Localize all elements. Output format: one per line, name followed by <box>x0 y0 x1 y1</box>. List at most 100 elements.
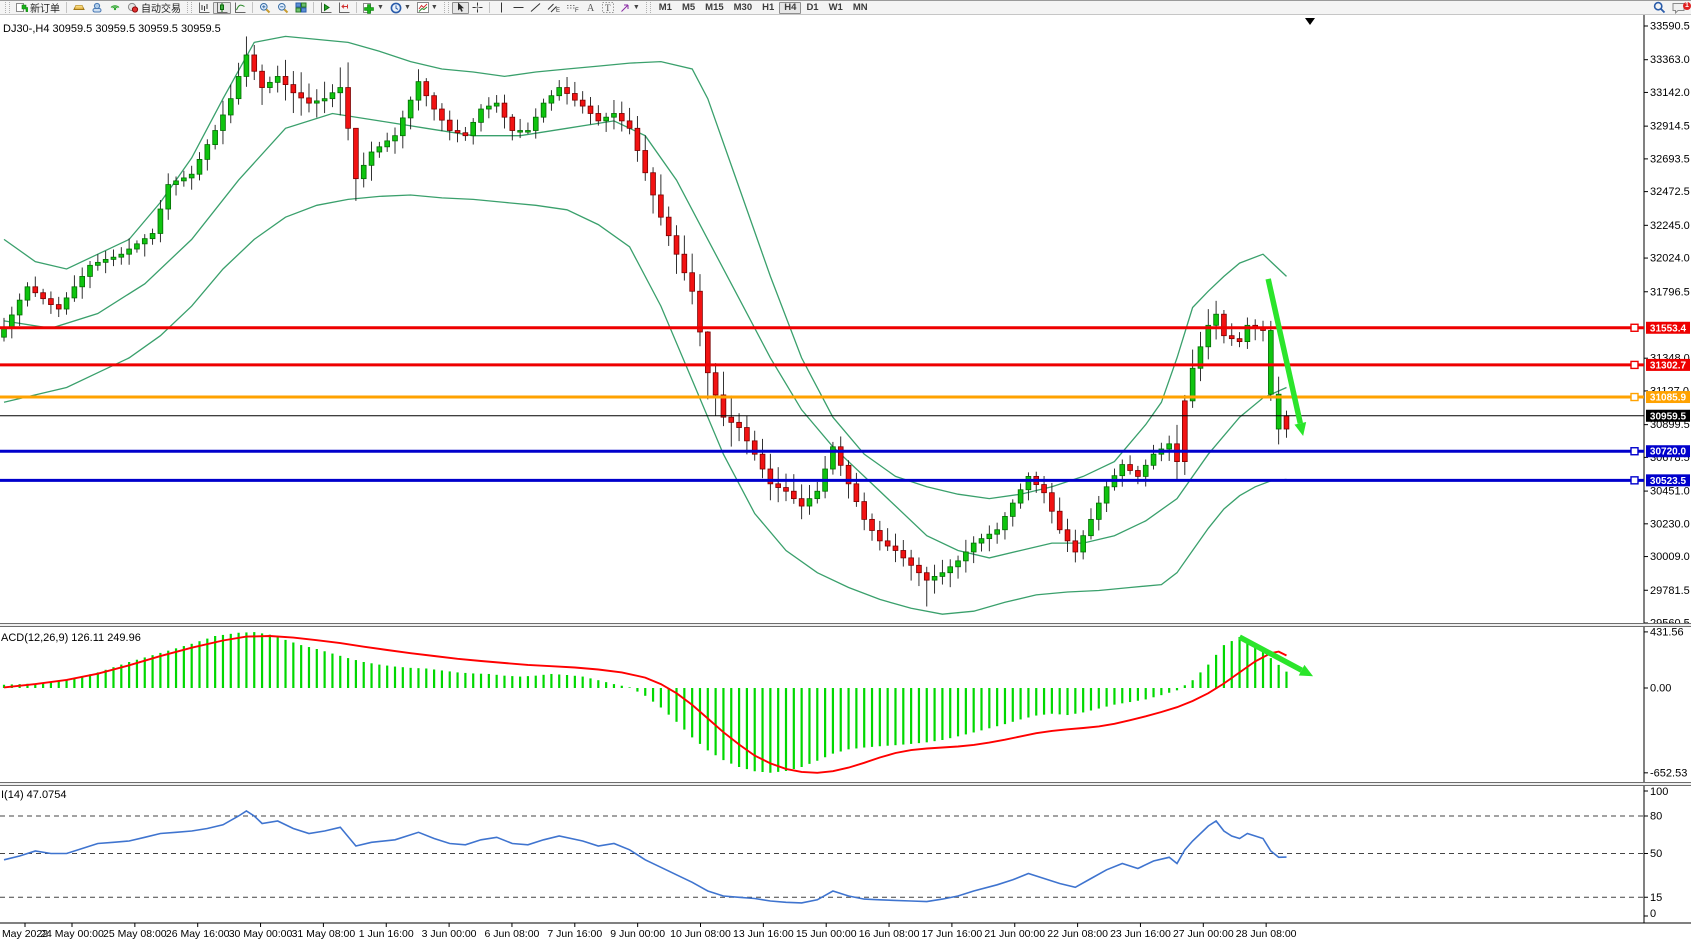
text-button[interactable]: A <box>582 2 599 14</box>
crosshair-button[interactable] <box>469 2 486 14</box>
date-label: 31 May 08:00 <box>292 928 356 940</box>
community-icon <box>91 2 103 13</box>
toolbar-grip[interactable] <box>187 2 192 13</box>
date-label: May 2022 <box>2 928 48 940</box>
chart-shift-marker[interactable] <box>1305 18 1315 25</box>
line-chart-icon <box>234 2 246 13</box>
svg-text:31553.4: 31553.4 <box>1650 323 1687 334</box>
cursor-button[interactable] <box>451 1 469 14</box>
date-label: 1 Jun 16:00 <box>359 928 414 940</box>
auto-scroll-button[interactable] <box>317 2 335 14</box>
gold-icon <box>73 2 85 13</box>
date-label: 9 Jun 00:00 <box>610 928 665 940</box>
templates-button[interactable]: ▼ <box>414 2 441 14</box>
fibonacci-button[interactable]: F <box>563 2 582 14</box>
date-label: 13 Jun 16:00 <box>733 928 794 940</box>
gold-button[interactable] <box>70 2 88 14</box>
date-label: 15 Jun 00:00 <box>796 928 857 940</box>
text-label-button[interactable]: T <box>599 2 617 14</box>
zoom-in-button[interactable] <box>256 2 274 14</box>
toolbar-grip[interactable] <box>5 2 10 13</box>
toolbar-grip[interactable] <box>645 2 651 13</box>
indicators-button[interactable]: ▼ <box>360 2 387 14</box>
tf-button-M5[interactable]: M5 <box>677 2 700 14</box>
zoom-out-button[interactable] <box>274 2 292 14</box>
chart-shift-icon <box>338 2 350 13</box>
search-icon <box>1653 1 1666 14</box>
signal-button[interactable] <box>106 2 124 14</box>
tf-button-W1[interactable]: W1 <box>824 2 848 14</box>
toolbar-separator <box>488 2 490 13</box>
vertical-line-button[interactable] <box>493 2 510 14</box>
autotrading-button[interactable]: 自动交易 <box>124 2 184 15</box>
new-order-button[interactable]: 新订单 <box>13 2 63 15</box>
svg-text:31302.7: 31302.7 <box>1650 360 1687 371</box>
toolbar-separator <box>313 2 314 13</box>
bar-chart-button[interactable] <box>195 2 213 14</box>
svg-text:431.56: 431.56 <box>1650 626 1684 638</box>
svg-text:33590.5: 33590.5 <box>1650 21 1690 33</box>
svg-text:A: A <box>587 3 595 13</box>
svg-text:31085.9: 31085.9 <box>1650 393 1687 404</box>
community-button[interactable] <box>88 2 106 14</box>
text-label-icon: T <box>601 2 614 13</box>
chart-canvas[interactable]: 33590.5 33363.0 33142.0 32914.5 32693.5 32472… <box>0 15 1691 942</box>
annotations: DJ30-,H4 30959.5 30959.5 30959.5 30959.5… <box>0 18 1691 801</box>
tf-button-M15[interactable]: M15 <box>700 2 728 14</box>
svg-text:15: 15 <box>1650 892 1662 904</box>
svg-text:80: 80 <box>1650 811 1662 823</box>
date-label: 25 May 08:00 <box>103 928 167 940</box>
chart-area[interactable]: 33590.5 33363.0 33142.0 32914.5 32693.5 32472… <box>0 15 1691 942</box>
chart-shift-button[interactable] <box>335 2 353 14</box>
svg-text:32024.0: 32024.0 <box>1650 253 1690 265</box>
bar-chart-icon <box>198 2 210 13</box>
tf-button-M1[interactable]: M1 <box>654 2 677 14</box>
horizontal-line-button[interactable] <box>510 2 527 14</box>
chart-background <box>0 15 1691 942</box>
date-label: 17 Jun 16:00 <box>922 928 983 940</box>
svg-text:30230.0: 30230.0 <box>1650 518 1690 530</box>
svg-text:T: T <box>605 3 611 13</box>
candlestick-chart-button[interactable] <box>213 1 231 14</box>
periods-dropdown-caret: ▼ <box>403 4 411 11</box>
trendline-icon <box>530 2 541 13</box>
date-label: 10 Jun 08:00 <box>670 928 731 940</box>
candlestick-chart-icon <box>216 2 228 13</box>
panel-separator[interactable] <box>0 623 1691 627</box>
fibonacci-icon: F <box>566 2 579 13</box>
notifications-button[interactable]: 1 <box>1669 1 1691 14</box>
horizontal-line-icon <box>513 2 524 13</box>
svg-text:30959.5: 30959.5 <box>1650 411 1687 422</box>
chart-title: DJ30-,H4 30959.5 30959.5 30959.5 30959.5 <box>3 23 221 35</box>
equidistant-channel-button[interactable]: E <box>544 2 563 14</box>
arrows-tool-button[interactable]: ▼ <box>617 2 643 14</box>
search-button[interactable] <box>1650 1 1669 14</box>
tf-button-D1[interactable]: D1 <box>801 2 823 14</box>
tf-button-H1[interactable]: H1 <box>757 2 779 14</box>
timeframe-toolbar: M1 M5 M15 M30 H1 H4 D1 W1 MN <box>654 1 873 14</box>
line-chart-button[interactable] <box>231 2 249 14</box>
svg-text:E: E <box>556 8 560 13</box>
tile-windows-button[interactable] <box>292 2 310 14</box>
macd-down-arrow <box>1238 634 1314 677</box>
date-label: 21 Jun 00:00 <box>984 928 1045 940</box>
tf-button-MN[interactable]: MN <box>848 2 873 14</box>
zoom-out-icon <box>277 2 289 14</box>
periods-button[interactable]: ▼ <box>387 2 414 14</box>
text-icon: A <box>585 2 596 13</box>
panel-separator[interactable] <box>0 782 1691 786</box>
trendline-button[interactable] <box>527 2 544 14</box>
tf-button-M30[interactable]: M30 <box>729 2 757 14</box>
svg-text:100: 100 <box>1650 786 1668 798</box>
tf-button-H4[interactable]: H4 <box>779 1 802 14</box>
arrows-tool-icon <box>620 2 631 13</box>
macd-label: ACD(12,26,9) 126.11 249.96 <box>1 632 141 644</box>
indicators-icon <box>363 2 375 14</box>
signal-icon <box>109 2 121 13</box>
price-badge-31085.9 <box>1646 391 1690 404</box>
toolbar-separator <box>356 2 357 13</box>
toolbar-grip[interactable] <box>443 2 449 13</box>
horizontal-level-lines[interactable]: 31553.4 31302.7 31085.9 30959.5 30720.0 30523… <box>0 321 1690 487</box>
sell-signal-arrow <box>1265 278 1307 436</box>
svg-text:F: F <box>575 8 579 13</box>
